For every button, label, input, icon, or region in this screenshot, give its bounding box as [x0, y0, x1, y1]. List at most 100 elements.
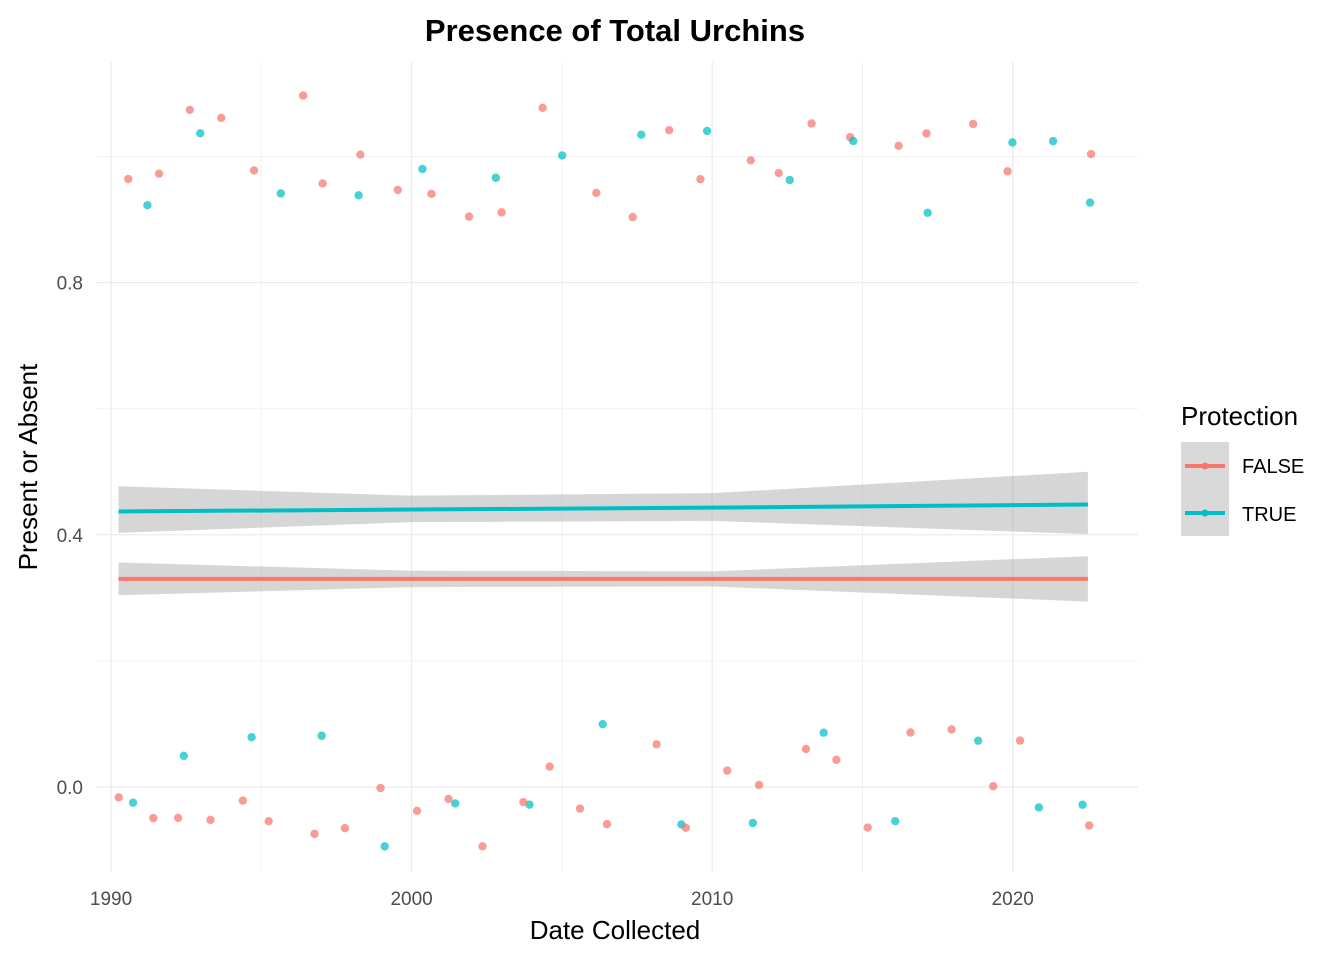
legend-label-true: TRUE [1242, 504, 1296, 526]
data-point-true [702, 126, 712, 136]
data-point-false [602, 819, 612, 829]
data-point-false [575, 804, 585, 813]
data-point-false [114, 793, 123, 802]
data-point-false [538, 103, 547, 113]
data-point-true [418, 164, 427, 174]
y-tick-label: 0.8 [57, 274, 83, 295]
data-point-true [923, 208, 932, 218]
data-point-false [318, 179, 327, 188]
data-point-false [149, 813, 158, 823]
data-point-true [276, 189, 286, 198]
minor-gridlines [96, 62, 1138, 872]
data-point-false [1086, 149, 1096, 159]
data-point-true [637, 130, 646, 139]
x-tick-label: 2020 [992, 889, 1034, 910]
data-point-true [179, 751, 189, 761]
data-point-true [1008, 138, 1017, 147]
data-point-true [1048, 136, 1058, 146]
data-point-false [681, 823, 691, 833]
data-point-false [464, 212, 474, 221]
legend-key-dot-true [1201, 509, 1209, 517]
legend-key-dot-false [1201, 462, 1209, 470]
data-point-true [558, 151, 567, 160]
data-point-true [1034, 803, 1044, 812]
data-point-false [968, 119, 978, 129]
data-point-true [890, 816, 900, 826]
chart-title: Presence of Total Urchins [425, 13, 805, 48]
x-tick-label: 2000 [390, 889, 432, 910]
confidence-ribbons [118, 471, 1088, 602]
data-point-true [451, 799, 460, 808]
data-point-false [298, 91, 308, 100]
y-axis-ticks: 0.0 0.4 0.8 [57, 274, 84, 799]
data-point-false [801, 744, 811, 754]
jittered-points [114, 91, 1096, 851]
data-point-false [592, 188, 601, 198]
legend-title: Protection [1181, 401, 1298, 431]
data-point-false [989, 782, 998, 791]
data-point-true [317, 731, 326, 740]
y-axis-title: Present or Absent [13, 363, 43, 570]
data-point-false [206, 815, 215, 825]
data-point-false [154, 169, 164, 178]
data-point-false [696, 174, 705, 184]
data-point-false [427, 189, 436, 199]
data-point-false [545, 762, 554, 771]
data-point-true [247, 733, 256, 742]
data-point-false [264, 816, 273, 826]
data-point-true [819, 728, 828, 737]
data-point-false [922, 129, 931, 138]
data-point-false [1003, 167, 1012, 176]
trend-lines [118, 502, 1088, 581]
data-point-true [196, 129, 205, 138]
data-point-false [356, 150, 365, 159]
data-point-false [478, 842, 487, 851]
legend: Protection FALSE TRUE [1181, 401, 1304, 536]
x-axis-title: Date Collected [530, 915, 701, 945]
data-point-false [1085, 821, 1094, 830]
data-point-false [723, 766, 732, 775]
data-point-false [217, 113, 226, 123]
data-point-true [849, 136, 858, 146]
x-tick-label: 1990 [90, 889, 132, 910]
data-point-false [497, 208, 506, 217]
data-point-true [128, 798, 138, 807]
data-point-false [1015, 736, 1025, 745]
data-point-true [598, 719, 607, 729]
data-point-true [491, 173, 501, 182]
y-tick-label: 0.4 [57, 526, 84, 547]
data-point-false [519, 797, 528, 807]
confidence-ribbon-true [118, 471, 1088, 535]
data-point-true [380, 842, 389, 851]
x-tick-label: 2010 [691, 889, 733, 910]
data-point-false [185, 105, 195, 115]
data-point-true [143, 200, 152, 210]
x-axis-ticks: 1990 2000 2010 2020 [90, 889, 1034, 910]
legend-label-false: FALSE [1242, 456, 1304, 478]
data-point-false [340, 824, 350, 833]
data-point-true [354, 191, 363, 200]
data-point-false [124, 174, 133, 184]
data-point-true [1078, 800, 1087, 809]
data-point-false [173, 813, 183, 823]
data-point-false [310, 829, 319, 839]
data-point-false [628, 212, 637, 222]
data-point-false [774, 168, 783, 178]
data-point-false [412, 806, 422, 815]
data-point-false [906, 728, 915, 737]
major-gridlines [96, 62, 1138, 872]
data-point-false [376, 783, 385, 793]
data-point-true [748, 818, 758, 828]
data-point-false [393, 185, 402, 195]
data-point-false [807, 119, 816, 128]
data-point-false [832, 755, 841, 765]
data-point-true [1085, 198, 1095, 207]
data-point-false [947, 725, 956, 734]
data-point-false [665, 125, 674, 135]
data-point-true [785, 175, 794, 185]
y-tick-label: 0.0 [57, 778, 83, 799]
data-point-false [249, 166, 259, 175]
data-point-false [444, 794, 453, 804]
data-point-false [863, 823, 872, 832]
